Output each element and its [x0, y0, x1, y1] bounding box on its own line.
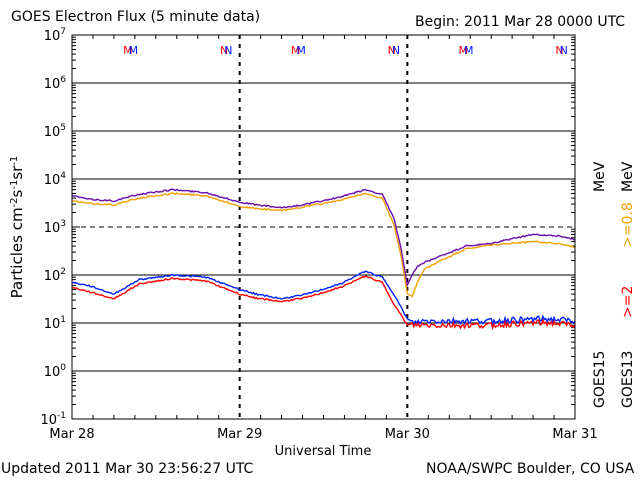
x-tick-label: Mar 31	[552, 427, 597, 442]
series-line	[71, 188, 576, 288]
series-line	[71, 192, 576, 298]
y-tick-label: 101	[44, 315, 66, 332]
y-axis-label: Particles cm-2s-1sr-1	[8, 156, 26, 299]
legend-energy-2mev: >=2	[620, 286, 636, 318]
legend: MeV >=2 >=0.8 MeV GOES15 GOES13	[592, 161, 636, 408]
legend-unit-08mev: MeV	[620, 161, 636, 192]
legend-sat-goes13: GOES13	[620, 351, 636, 408]
y-tick-label: 10-1	[40, 411, 66, 428]
legend-unit-2mev: MeV	[592, 161, 608, 192]
chart-title: GOES Electron Flux (5 minute data)	[11, 9, 261, 25]
grid-lines	[72, 35, 575, 419]
event-marker: MM	[459, 44, 474, 57]
event-marker: NN	[388, 44, 400, 57]
series-lines	[71, 188, 576, 331]
x-tick-label: Mar 30	[385, 427, 430, 442]
event-marker: NN	[555, 44, 567, 57]
updated-timestamp: Updated 2011 Mar 30 23:56:27 UTC	[1, 461, 254, 477]
y-tick-label: 102	[44, 267, 66, 284]
y-tick-label: 103	[44, 219, 66, 236]
event-marker: MM	[123, 44, 138, 57]
event-marker: NN	[220, 44, 232, 57]
legend-energy-08mev: >=0.8	[620, 202, 636, 248]
x-tick-labels: Mar 28 Mar 29 Mar 30 Mar 31	[49, 427, 597, 442]
credit: NOAA/SWPC Boulder, CO USA	[426, 461, 635, 477]
begin-date: Begin: 2011 Mar 28 0000 UTC	[415, 14, 626, 30]
series-line	[71, 270, 576, 327]
axis-ticks	[72, 34, 575, 420]
y-tick-label: 106	[44, 75, 67, 92]
x-tick-label: Mar 29	[217, 427, 262, 442]
y-tick-label: 107	[44, 27, 66, 44]
event-marker: MM	[291, 44, 306, 57]
y-tick-label: 105	[44, 123, 66, 140]
y-tick-label: 100	[44, 363, 67, 380]
x-tick-label: Mar 28	[49, 427, 94, 442]
legend-sat-goes15: GOES15	[592, 351, 608, 408]
y-tick-label: 104	[44, 171, 67, 188]
x-axis-label: Universal Time	[275, 444, 372, 459]
y-tick-labels: 10-1 100 101 102 103 104 105 106 107	[40, 27, 66, 428]
series-line	[71, 275, 576, 331]
marker-labels: MM NN MM NN MM NN	[123, 44, 568, 57]
plot-frame	[71, 34, 576, 420]
